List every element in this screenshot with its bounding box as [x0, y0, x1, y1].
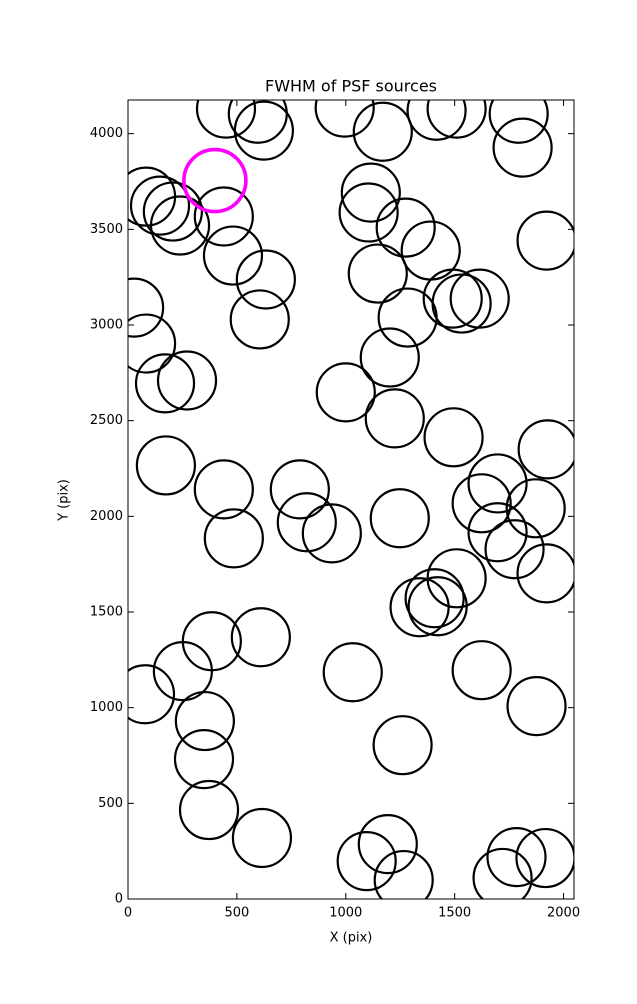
source-marker — [336, 831, 397, 892]
source-marker — [449, 268, 510, 329]
x-tick-label: 0 — [124, 906, 132, 921]
y-tick-label: 500 — [98, 796, 123, 811]
y-tick-label: 2000 — [90, 509, 123, 524]
source-marker — [181, 611, 242, 672]
source-marker — [301, 503, 362, 564]
source-marker — [372, 715, 433, 776]
source-marker — [472, 847, 533, 899]
y-tick-label: 3500 — [90, 222, 123, 237]
source-marker — [486, 826, 547, 888]
source-marker — [202, 225, 264, 286]
source-marker — [315, 362, 376, 423]
source-marker — [182, 147, 248, 214]
source-marker — [230, 607, 291, 668]
y-tick-label: 4000 — [90, 126, 123, 141]
source-marker — [347, 243, 408, 304]
x-axis-label: X (pix) — [330, 931, 373, 946]
x-tick-label: 500 — [224, 906, 249, 921]
source-marker — [467, 502, 528, 563]
source-marker — [506, 676, 567, 737]
source-marker — [492, 117, 553, 178]
source-marker — [373, 849, 434, 899]
source-marker — [229, 289, 290, 350]
source-marker — [488, 100, 549, 144]
source-marker — [467, 453, 528, 514]
y-tick-label: 1000 — [90, 700, 123, 715]
source-marker — [269, 459, 330, 520]
source-marker — [235, 249, 296, 310]
x-tick-label: 1500 — [438, 906, 471, 921]
source-marker — [451, 640, 512, 701]
source-marker — [173, 729, 235, 790]
source-marker — [377, 287, 438, 348]
chart-title: FWHM of PSF sources — [265, 77, 437, 96]
source-marker — [516, 543, 574, 604]
plot-area — [128, 100, 574, 899]
source-marker — [357, 813, 418, 875]
source-marker — [129, 175, 191, 236]
source-marker — [128, 664, 176, 725]
source-marker — [276, 492, 337, 553]
source-marker — [369, 488, 430, 549]
source-marker — [178, 779, 240, 841]
y-axis-label: Y (pix) — [57, 479, 72, 522]
source-marker — [451, 473, 512, 534]
source-marker — [193, 186, 254, 247]
source-marker — [135, 435, 196, 496]
source-marker — [174, 690, 235, 752]
source-marker — [134, 353, 196, 414]
source-marker — [426, 100, 487, 139]
source-marker — [515, 827, 574, 889]
source-marker — [338, 182, 399, 243]
source-marker — [231, 807, 293, 869]
y-tick-label: 0 — [115, 892, 123, 907]
source-marker — [233, 100, 294, 161]
source-marker — [400, 220, 461, 281]
source-marker — [364, 388, 425, 449]
x-tick-label: 1000 — [329, 906, 362, 921]
source-marker — [404, 568, 465, 629]
y-tick-label: 3000 — [90, 318, 123, 333]
source-marker — [128, 313, 177, 374]
source-marker — [484, 519, 545, 580]
source-marker — [195, 100, 257, 139]
source-marker — [156, 350, 218, 411]
source-marker — [517, 419, 574, 480]
source-marker — [203, 508, 264, 569]
source-marker — [322, 642, 383, 703]
source-marker — [375, 197, 436, 258]
y-tick-label: 2500 — [90, 413, 123, 428]
source-marker — [352, 101, 413, 162]
source-marker — [406, 100, 467, 141]
source-marker — [314, 100, 375, 138]
source-marker — [407, 576, 468, 637]
source-marker — [340, 162, 401, 223]
source-marker — [516, 210, 574, 271]
source-marker — [193, 459, 254, 520]
source-marker — [423, 407, 484, 468]
source-marker — [505, 478, 566, 539]
axes-frame — [127, 99, 575, 900]
y-tick-label: 1500 — [90, 605, 123, 620]
x-tick-label: 2000 — [547, 906, 580, 921]
source-marker — [142, 181, 203, 242]
source-marker — [359, 327, 420, 388]
source-marker — [389, 577, 450, 638]
source-marker — [128, 277, 165, 338]
source-marker — [149, 195, 211, 256]
source-marker — [422, 268, 483, 329]
